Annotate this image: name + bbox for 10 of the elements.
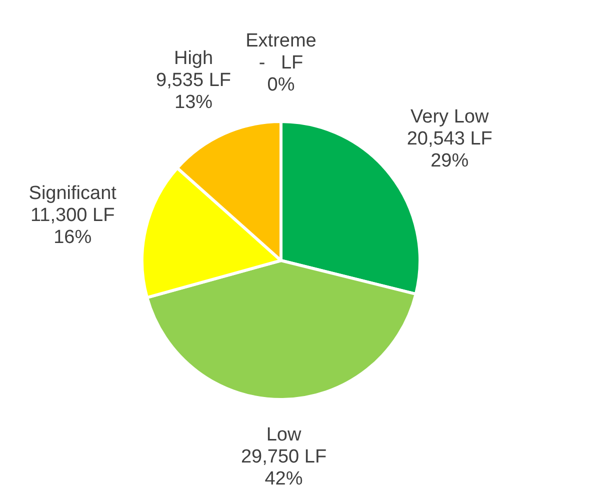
data-label: 11,300 LF 16% — [30, 204, 115, 248]
slice-label: Very Low — [410, 106, 489, 128]
data-label: 29,750 LF 42% — [240, 446, 327, 490]
slice-label: Low — [266, 424, 302, 446]
text: - LF 0% — [258, 52, 304, 96]
slice-label: High — [174, 48, 214, 69]
data-label: 9,535 LF 13% — [156, 70, 232, 113]
data-label: 20,543 LF 29% — [406, 128, 492, 172]
category-label: Extreme — [246, 30, 316, 52]
slice-label: Significant — [28, 182, 118, 204]
